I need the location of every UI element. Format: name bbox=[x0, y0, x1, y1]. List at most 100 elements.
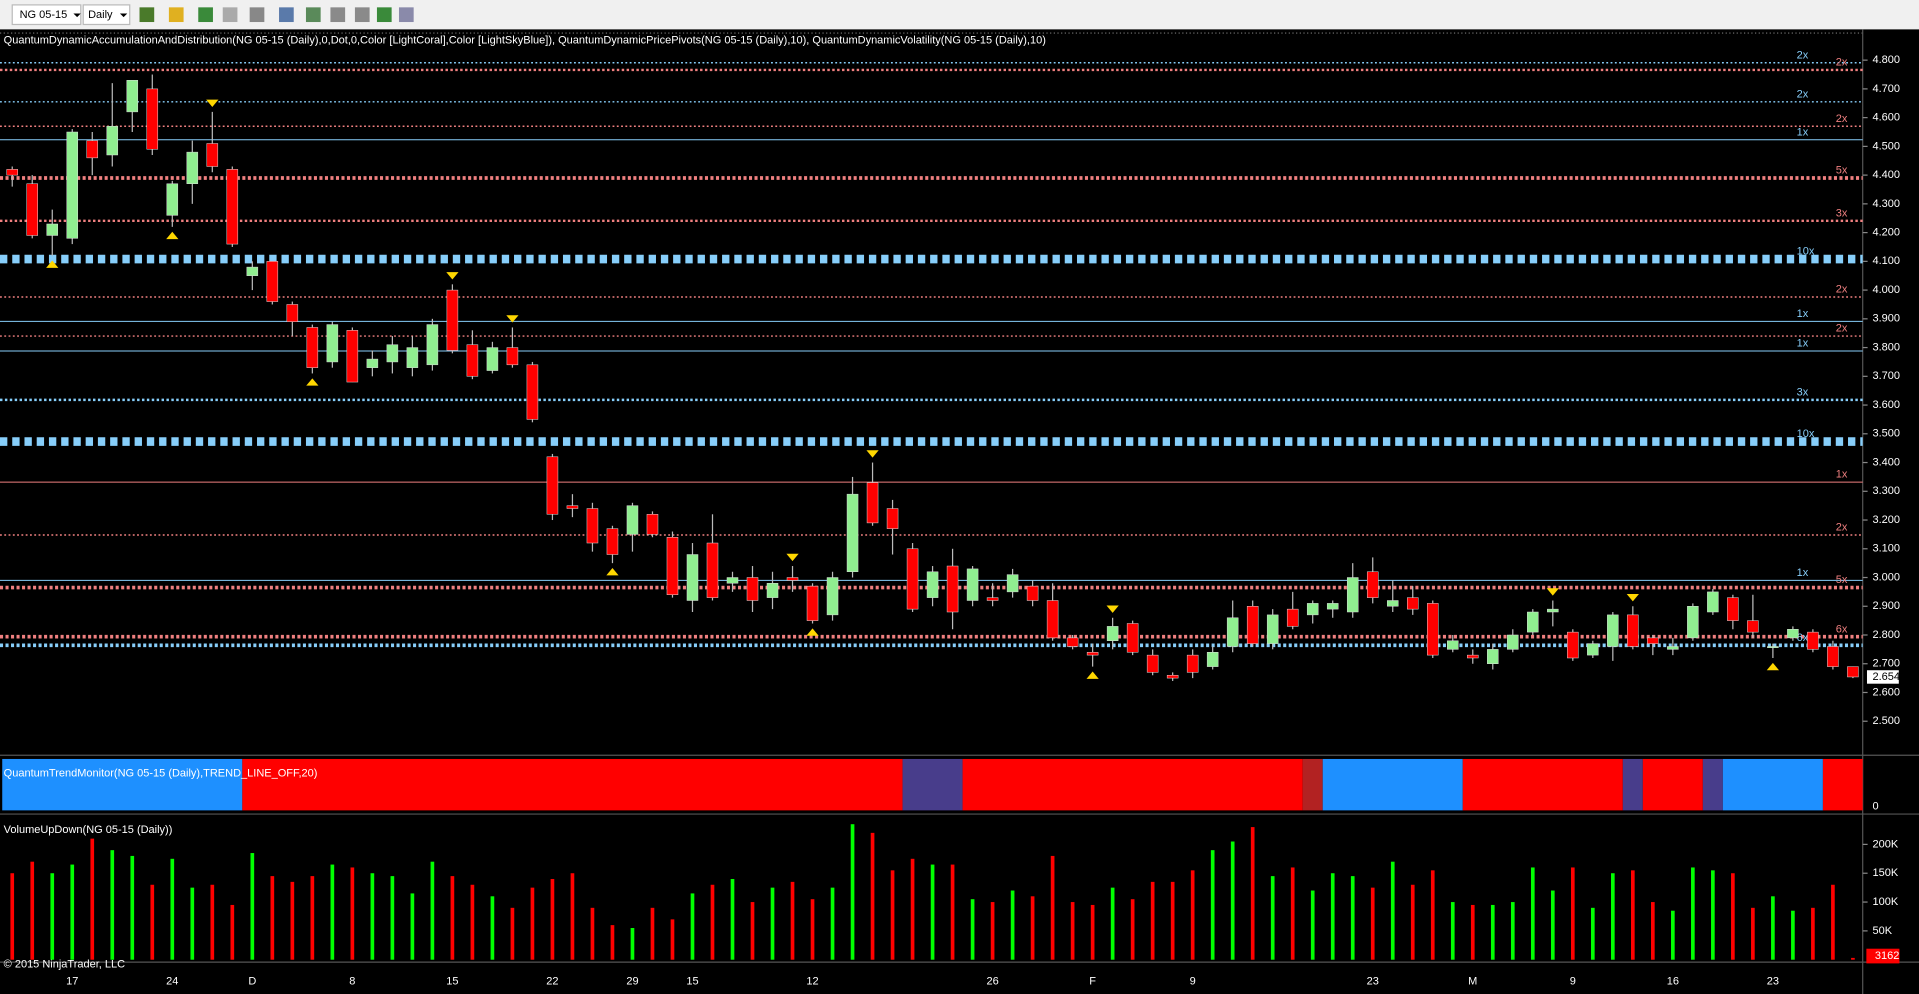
last-price-label: 2.654 bbox=[1872, 671, 1900, 683]
volume-bar bbox=[10, 873, 15, 960]
trend-segment bbox=[1822, 758, 1863, 811]
candle-body bbox=[166, 183, 179, 216]
candle-body bbox=[1507, 634, 1519, 650]
candle-body bbox=[1286, 608, 1299, 627]
templates-button[interactable] bbox=[354, 7, 370, 23]
x-tick-label: 26 bbox=[986, 976, 998, 988]
volume-bar bbox=[750, 902, 755, 960]
candle-body bbox=[946, 565, 959, 613]
volume-bar bbox=[1110, 887, 1115, 960]
candle-body bbox=[1186, 654, 1199, 673]
y-tick-label: 4.100 bbox=[1872, 255, 1900, 267]
properties-button[interactable] bbox=[279, 7, 294, 23]
symbol-selector[interactable] bbox=[11, 4, 82, 26]
volume-bar bbox=[610, 925, 615, 960]
strategies-button[interactable] bbox=[330, 7, 346, 23]
candle-body bbox=[1126, 623, 1139, 653]
candle-body bbox=[1627, 614, 1639, 647]
volume-bar bbox=[990, 902, 995, 960]
candle-body bbox=[566, 505, 579, 509]
x-tick-label: 23 bbox=[1767, 976, 1779, 988]
x-tick-label: 15 bbox=[686, 976, 698, 988]
volume-bar bbox=[630, 928, 635, 960]
pivot-level-label: 3x bbox=[1797, 386, 1809, 398]
bar-style-button[interactable] bbox=[139, 7, 155, 23]
candle-body bbox=[866, 482, 879, 524]
y-tick-label: 4.000 bbox=[1872, 284, 1900, 296]
zoom-button[interactable] bbox=[198, 7, 213, 23]
candle-body bbox=[46, 223, 59, 236]
y-tick-label: 2.900 bbox=[1872, 600, 1900, 612]
candle-body bbox=[306, 327, 319, 368]
indicators-button[interactable] bbox=[305, 7, 321, 23]
candle-body bbox=[86, 140, 99, 159]
volume-bar bbox=[1450, 902, 1455, 960]
volume-bar bbox=[1831, 884, 1835, 960]
panel-title: VolumeUpDown(NG 05-15 (Daily)) bbox=[4, 824, 173, 836]
candle-body bbox=[926, 571, 939, 598]
candle-body bbox=[1567, 631, 1579, 659]
trend-segment bbox=[1322, 758, 1463, 811]
x-tick-label: 8 bbox=[349, 976, 355, 988]
y-tick-label: 150K bbox=[1872, 867, 1898, 879]
candle-body bbox=[1406, 597, 1419, 610]
candle-body bbox=[586, 508, 599, 544]
volume-bar bbox=[1150, 881, 1155, 960]
volume-bar bbox=[170, 858, 175, 960]
candle-body bbox=[1306, 603, 1319, 616]
volume-bar bbox=[810, 899, 815, 960]
volume-bar bbox=[670, 919, 675, 960]
pivot-level-label: 10x bbox=[1797, 428, 1815, 440]
volume-bar bbox=[70, 864, 75, 960]
y-tick-label: 2.800 bbox=[1872, 629, 1900, 641]
volume-bar bbox=[1030, 896, 1035, 960]
y-tick-label: 4.600 bbox=[1872, 112, 1900, 124]
trend-segment bbox=[242, 758, 903, 811]
candle-body bbox=[1106, 626, 1119, 641]
signal-marker bbox=[1106, 605, 1119, 613]
pivot-level-label: 2x bbox=[1797, 49, 1809, 61]
candle-body bbox=[1547, 608, 1559, 613]
x-tick-label: F bbox=[1089, 976, 1096, 988]
volume-bar bbox=[1490, 904, 1495, 960]
volume-bar bbox=[30, 861, 35, 960]
volume-bar bbox=[150, 884, 155, 960]
draw-button[interactable] bbox=[168, 7, 184, 23]
x-tick-label: 9 bbox=[1190, 976, 1196, 988]
trend-segment bbox=[2, 758, 243, 811]
signal-marker bbox=[1626, 594, 1639, 602]
candle-body bbox=[1026, 585, 1039, 601]
pivot-level-label: 2x bbox=[1836, 284, 1848, 296]
volume-bar bbox=[910, 858, 915, 960]
volume-bar bbox=[1130, 899, 1135, 960]
candle-body bbox=[206, 143, 219, 167]
crosshair-button[interactable] bbox=[222, 7, 238, 23]
volume-bar bbox=[310, 876, 315, 960]
pivot-level-label: 1x bbox=[1797, 567, 1809, 579]
volume-bar bbox=[1731, 873, 1735, 960]
copyright: © 2015 NinjaTrader, LLC bbox=[4, 959, 125, 971]
interval-selector[interactable] bbox=[82, 4, 131, 26]
volume-bar bbox=[1691, 867, 1695, 960]
volume-bar bbox=[190, 887, 195, 960]
pivot-level-label: 5x bbox=[1836, 165, 1848, 177]
volume-bar bbox=[590, 907, 595, 960]
window-button[interactable] bbox=[398, 7, 414, 23]
candle-body bbox=[1667, 646, 1679, 650]
signal-marker bbox=[806, 628, 819, 636]
candle-body bbox=[1266, 614, 1279, 644]
candle-body bbox=[26, 183, 38, 236]
candle-body bbox=[786, 577, 799, 581]
volume-bar bbox=[830, 887, 835, 960]
pivot-level-label: 6x bbox=[1836, 623, 1848, 635]
data-box-button[interactable] bbox=[376, 7, 392, 23]
y-tick-label: 3.000 bbox=[1872, 571, 1900, 583]
x-tick-label: 12 bbox=[806, 976, 818, 988]
select-button[interactable] bbox=[249, 7, 265, 23]
pivot-level-label: 6x bbox=[1797, 632, 1809, 644]
candle-body bbox=[1246, 606, 1259, 644]
signal-marker bbox=[1086, 671, 1099, 679]
candle-body bbox=[1447, 640, 1459, 650]
